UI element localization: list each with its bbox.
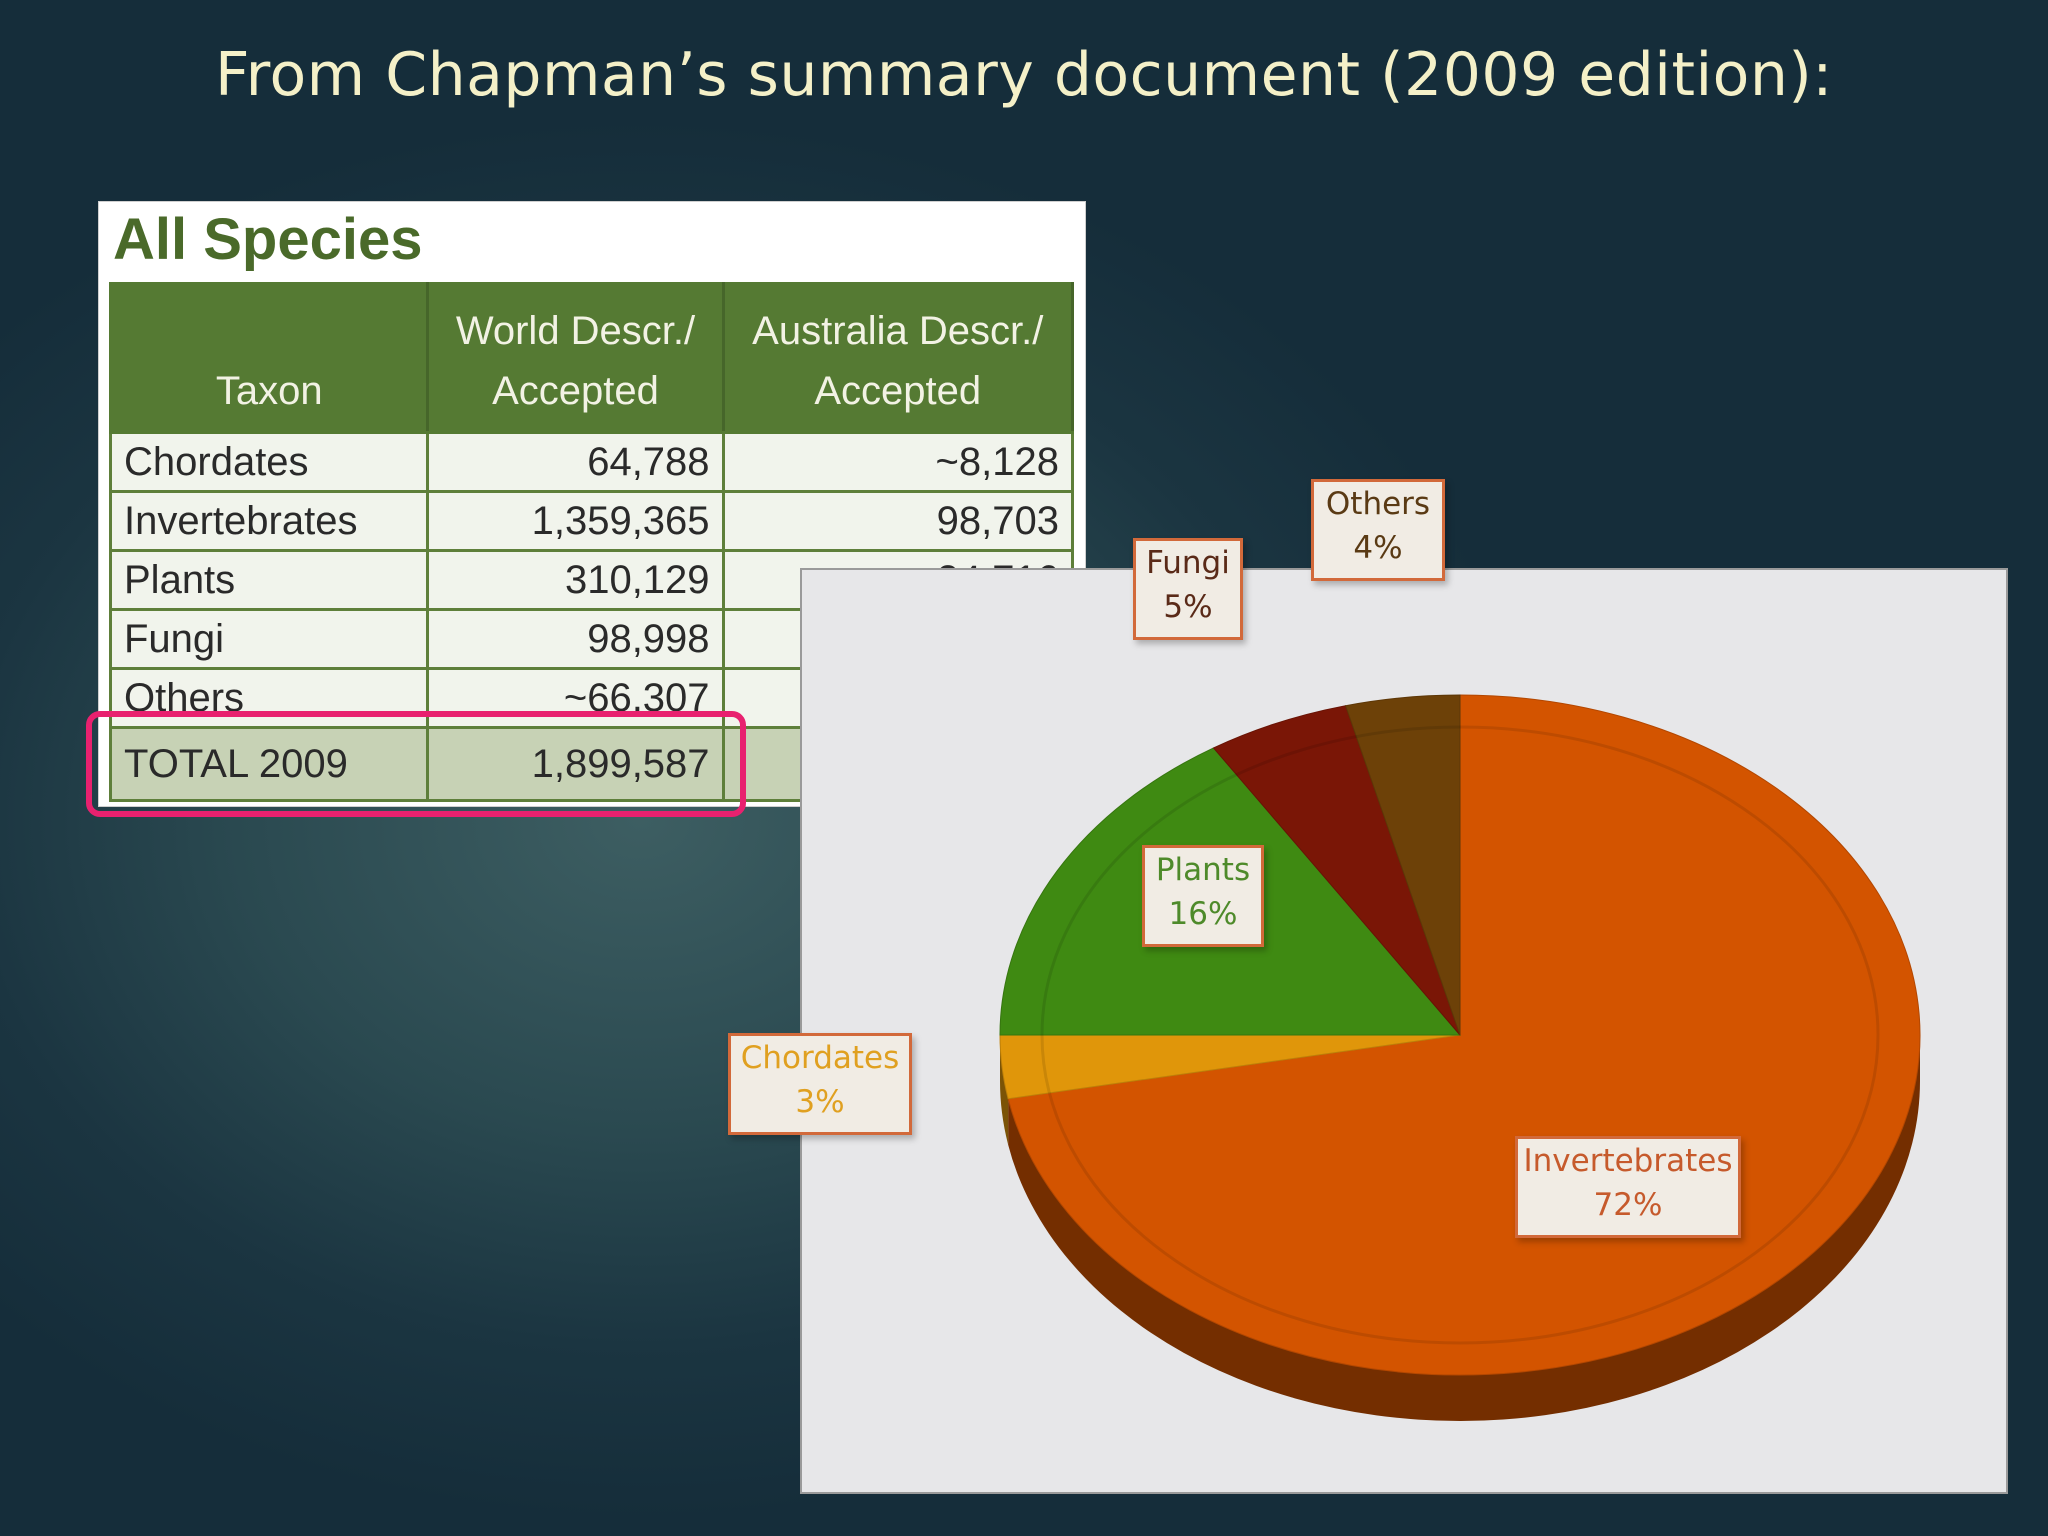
cell-world: 64,788 xyxy=(426,431,725,493)
pie-chart xyxy=(999,694,1921,1421)
species-table: Taxon World Descr./ Accepted Australia D… xyxy=(108,282,1075,802)
pie-label-percent: 3% xyxy=(795,1084,845,1120)
pie-label-percent: 5% xyxy=(1163,589,1213,625)
pie-label-name: Invertebrates xyxy=(1523,1143,1733,1179)
cell-taxon: Chordates xyxy=(108,431,430,493)
pie-label-percent: 4% xyxy=(1353,530,1403,566)
cell-world: 1,359,365 xyxy=(426,490,725,552)
cell-taxon: Invertebrates xyxy=(108,490,430,552)
cell-world: 98,998 xyxy=(426,608,725,670)
pie-slice-others xyxy=(1344,694,1461,1036)
pie-label-percent: 72% xyxy=(1593,1187,1663,1223)
table-row: Invertebrates 1,359,365 98,703 xyxy=(108,490,1075,552)
pie-label-plants: Plants 16% xyxy=(1142,845,1264,947)
total-highlight-box xyxy=(86,711,746,817)
pie-label-fungi: Fungi 5% xyxy=(1133,538,1243,640)
table-header-row: Taxon World Descr./ Accepted Australia D… xyxy=(108,282,1075,434)
pie-label-percent: 16% xyxy=(1168,896,1238,932)
pie-label-name: Chordates xyxy=(740,1040,900,1076)
table-title: All Species xyxy=(113,207,423,272)
pie-label-others: Others 4% xyxy=(1311,479,1445,581)
header-world: World Descr./ Accepted xyxy=(426,282,725,434)
cell-australia: ~8,128 xyxy=(721,431,1075,493)
cell-total-label: TOTAL 2009 xyxy=(108,726,430,802)
pie-label-invertebrates: Invertebrates 72% xyxy=(1515,1136,1741,1238)
species-table-panel: All Species Taxon World Descr./ Accepted… xyxy=(99,202,1085,806)
cell-taxon: Fungi xyxy=(108,608,430,670)
slide-title: From Chapman’s summary document (2009 ed… xyxy=(214,40,1834,110)
pie-label-chordates: Chordates 3% xyxy=(728,1033,912,1135)
header-australia: Australia Descr./ Accepted xyxy=(721,282,1075,434)
pie-slice-fungi xyxy=(1212,705,1461,1036)
cell-total-world: 1,899,587 xyxy=(426,726,725,802)
pie-chart-panel: Invertebrates 72% Chordates 3% Plants 16% Fung… xyxy=(728,479,2008,1494)
cell-world: 310,129 xyxy=(426,549,725,611)
pie-rim xyxy=(1040,725,1880,1345)
cell-world: ~66,307 xyxy=(426,667,725,729)
table-row: Chordates 64,788 ~8,128 xyxy=(108,431,1075,493)
cell-taxon: Plants xyxy=(108,549,430,611)
pie-label-name: Others xyxy=(1325,486,1431,522)
pie-label-name: Fungi xyxy=(1146,545,1230,581)
header-taxon: Taxon xyxy=(108,282,430,434)
cell-australia: 98,703 xyxy=(721,490,1075,552)
pie-side-chordates xyxy=(1000,1035,1009,1145)
pie-label-name: Plants xyxy=(1155,852,1251,888)
